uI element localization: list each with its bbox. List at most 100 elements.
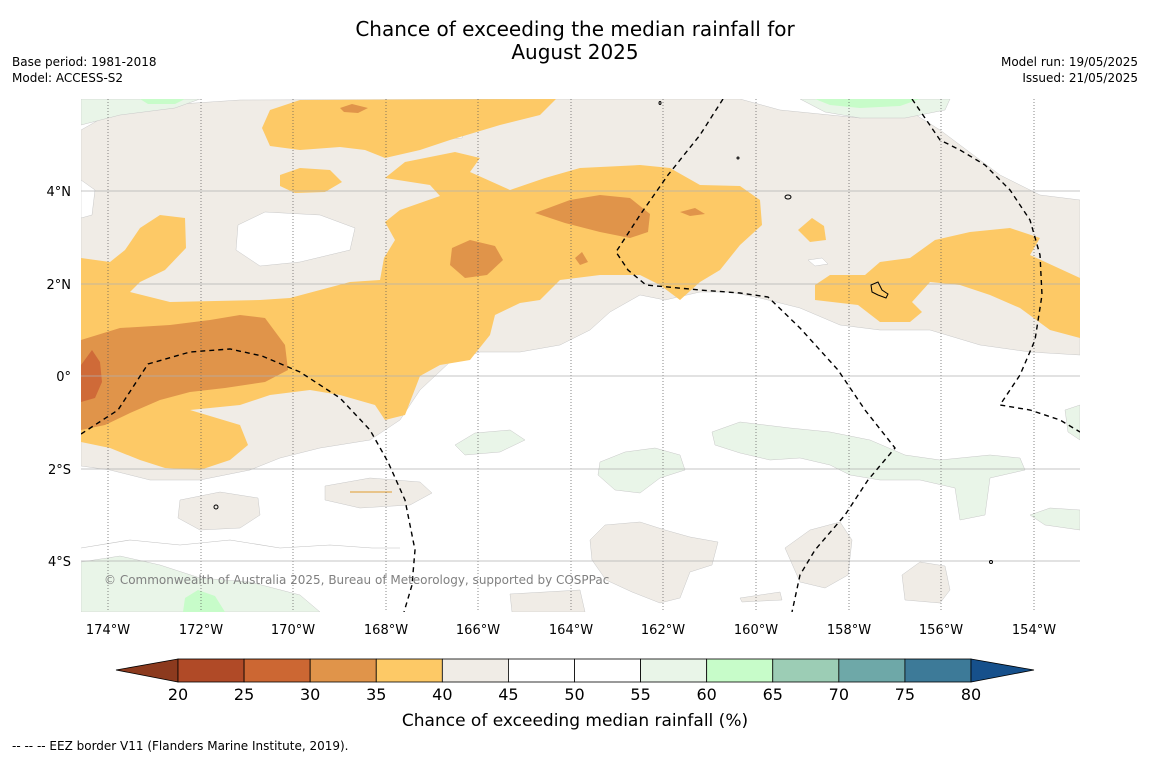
beige-region-south-5 (901, 561, 951, 604)
light-orange-region-blob (280, 168, 342, 193)
mid-orange-region-center (450, 240, 503, 278)
colorbar-tick-label: 25 (234, 685, 254, 704)
base-period: Base period: 1981-2018 (12, 55, 157, 69)
colorbar-segment (177, 658, 245, 683)
beige-region-south-4 (784, 521, 853, 589)
colorbar-segment (706, 658, 774, 683)
lat-tick-4s: 4°S (48, 555, 71, 570)
colorbar-tick-label: 20 (168, 685, 188, 704)
colorbar-tick-label: 35 (366, 685, 386, 704)
meta-right: Model run: 19/05/2025 Issued: 21/05/2025 (1001, 54, 1138, 86)
lon-tick-160w: 160°W (734, 623, 778, 638)
lat-tick-2s: 2°S (48, 463, 71, 478)
light-orange-region-top (262, 99, 556, 158)
mid-orange-region-north-center (535, 195, 650, 238)
colorbar-title: Chance of exceeding median rainfall (%) (402, 711, 748, 731)
mid-orange-regions (81, 104, 705, 430)
island-1 (870, 281, 889, 299)
light-orange-region-west (81, 152, 762, 470)
eez-border-east (911, 99, 1080, 433)
meta-left: Base period: 1981-2018 Model: ACCESS-S2 (12, 54, 157, 86)
colorbar-tick-label: 80 (961, 685, 981, 704)
colorbar-segment (441, 658, 509, 683)
lon-tick-156w: 156°W (919, 623, 963, 638)
light-green-regions (81, 99, 1080, 612)
beige-region-south-3 (589, 521, 719, 604)
eez-footnote: -- -- -- EEZ border V11 (Flanders Marine… (12, 739, 349, 753)
lat-gridlines (81, 190, 1080, 562)
mid-orange-region-west (81, 315, 288, 430)
colorbar-segment (838, 658, 906, 683)
white-hole-3 (81, 179, 96, 219)
lat-tick-4n: 4°N (47, 185, 72, 200)
light-green-region-se (1029, 507, 1080, 531)
mid-orange-region-small-2 (575, 252, 588, 265)
bright-green-region-s (183, 590, 225, 612)
colorbar-segment (375, 658, 443, 683)
title-line-1: Chance of exceeding the median rainfall … (355, 17, 795, 41)
map-title: Chance of exceeding the median rainfall … (0, 18, 1150, 64)
eez-borders (81, 99, 1080, 612)
island-5 (658, 101, 662, 105)
colorbar-tick-label: 60 (696, 685, 716, 704)
lon-tick-172w: 172°W (179, 623, 223, 638)
lon-tick-154w: 154°W (1012, 623, 1056, 638)
lat-tick-labels: 4°N 2°N 0° 2°S 4°S (47, 185, 72, 570)
colorbar-over-arrow (970, 658, 1035, 683)
issued-date: Issued: 21/05/2025 (1022, 71, 1138, 85)
colorbar-under-arrow (115, 658, 179, 683)
copyright-notice: © Commonwealth of Australia 2025, Bureau… (104, 573, 609, 587)
light-green-region-far-east (1064, 404, 1080, 441)
island-4 (989, 560, 993, 564)
eez-border-central (615, 99, 896, 612)
model-name: Model: ACCESS-S2 (12, 71, 124, 85)
bright-green-region-nw (140, 99, 185, 104)
lon-tick-labels: 174°W 172°W 170°W 168°W 166°W 164°W 162°… (86, 623, 1056, 638)
white-hole-4 (807, 257, 829, 267)
colorbar-segment (640, 658, 708, 683)
beige-region-south-6 (739, 591, 783, 603)
title-line-2: August 2025 (511, 40, 639, 64)
contour-line (81, 539, 400, 549)
islands (213, 101, 993, 564)
white-hole-1 (235, 211, 356, 267)
colorbar-tick-label: 65 (763, 685, 783, 704)
colorbar-segments (177, 658, 972, 683)
colorbar-tick-label: 40 (432, 685, 452, 704)
lon-tick-158w: 158°W (827, 623, 871, 638)
mid-orange-region-small-1 (680, 208, 705, 216)
map-area: © Commonwealth of Australia 2025, Bureau… (81, 99, 1080, 612)
bright-green-regions (140, 99, 920, 612)
colorbar-segment (904, 658, 972, 683)
colorbar-segment (243, 658, 311, 683)
island-6 (736, 156, 740, 160)
lon-tick-162w: 162°W (641, 623, 685, 638)
lon-tick-166w: 166°W (456, 623, 500, 638)
colorbar-tick-label: 30 (300, 685, 320, 704)
light-orange-region-east (815, 228, 1080, 338)
lon-tick-168w: 168°W (364, 623, 408, 638)
light-orange-region-small (798, 218, 826, 242)
lat-tick-0: 0° (56, 370, 71, 385)
colorbar-segment (574, 658, 641, 683)
colorbar-tick-label: 50 (564, 685, 584, 704)
light-green-region-nw (81, 99, 201, 126)
light-green-region-center (454, 429, 526, 456)
colorbar-tick-label: 45 (498, 685, 518, 704)
light-orange-regions (81, 99, 1080, 470)
eez-border-west (81, 348, 416, 612)
lat-tick-2n: 2°N (47, 278, 72, 293)
colorbar: 20 25 30 35 40 45 50 55 60 65 70 75 80 Chance of exc… (115, 658, 1035, 731)
mid-orange-region-small-3 (340, 104, 368, 113)
colorbar-tick-label: 75 (895, 685, 915, 704)
colorbar-segment (508, 658, 575, 683)
island-3 (213, 504, 219, 510)
colorbar-tick-label: 70 (829, 685, 849, 704)
island-2 (784, 194, 792, 200)
bright-green-region-n (815, 99, 920, 108)
light-green-region-sw (81, 555, 321, 612)
lon-tick-174w: 174°W (86, 623, 130, 638)
model-run-date: Model run: 19/05/2025 (1000, 55, 1138, 69)
colorbar-segment (309, 658, 377, 683)
